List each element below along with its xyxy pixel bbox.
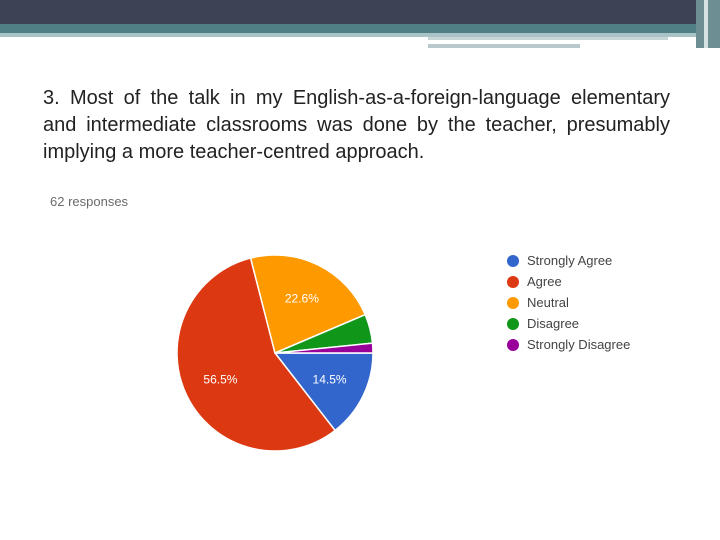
legend-item: Neutral [507, 292, 630, 313]
legend-label: Strongly Disagree [527, 337, 631, 352]
legend-label: Neutral [527, 295, 569, 310]
legend-swatch [507, 275, 519, 288]
legend-label: Agree [527, 274, 562, 289]
decorative-line [428, 44, 580, 48]
legend-swatch [507, 317, 519, 330]
legend-item: Strongly Disagree [507, 334, 630, 355]
pie-data-label: 14.5% [313, 373, 347, 387]
header-stripe-light [0, 33, 720, 37]
legend-item: Agree [507, 271, 630, 292]
pie-data-label: 22.6% [285, 292, 319, 306]
corner-tab-stripe [704, 0, 708, 48]
header-band [0, 0, 720, 24]
pie-chart: 14.5% 56.5% 22.6% [176, 254, 374, 452]
pie-data-label: 56.5% [203, 373, 237, 387]
header-stripe [0, 24, 720, 33]
responses-count: 62 responses [50, 194, 129, 209]
legend-item: Strongly Agree [507, 250, 630, 271]
pie-slice-strongly-agree [273, 352, 374, 432]
decorative-line [428, 37, 668, 40]
legend-swatch [507, 338, 519, 351]
corner-tab [696, 0, 720, 48]
pie-slice-agree [176, 257, 337, 452]
legend-label: Disagree [527, 316, 580, 331]
legend-item: Disagree [507, 313, 630, 334]
pie-slice-strongly-disagree [274, 342, 374, 354]
question-text: 3. Most of the talk in my English-as-a-f… [43, 87, 670, 163]
chart-legend: Strongly Agree Agree Neutral Disagree Strong… [507, 250, 630, 355]
legend-swatch [507, 296, 519, 309]
legend-label: Strongly Agree [527, 253, 613, 268]
pie-slice-neutral [249, 254, 367, 355]
legend-swatch [507, 254, 519, 267]
